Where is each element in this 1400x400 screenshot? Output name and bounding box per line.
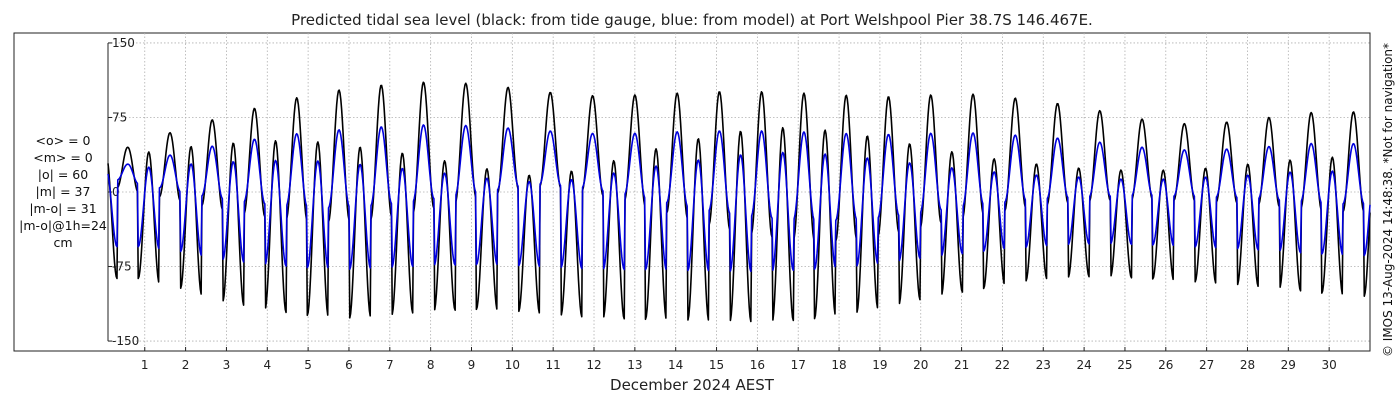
x-tick-label: 16: [750, 358, 765, 372]
x-tick-label: 23: [1036, 358, 1051, 372]
y-tick-label: 75: [112, 110, 127, 124]
x-tick-label: 4: [263, 358, 271, 372]
x-tick-label: 26: [1158, 358, 1173, 372]
x-tick-label: 11: [546, 358, 561, 372]
x-tick-label: 6: [345, 358, 353, 372]
x-tick-label: 2: [182, 358, 190, 372]
stat-abs-diff: |m-o| = 31: [29, 201, 96, 216]
x-tick-label: 7: [386, 358, 394, 372]
x-tick-label: 15: [709, 358, 724, 372]
x-tick-label: 24: [1076, 358, 1091, 372]
chart-title: Predicted tidal sea level (black: from t…: [291, 11, 1093, 29]
model-series-line: [107, 124, 1371, 273]
x-tick-label: 20: [913, 358, 928, 372]
x-tick-label: 14: [668, 358, 683, 372]
x-tick-label: 10: [505, 358, 520, 372]
copyright-notice: © IMOS 13-Aug-2024 14:48:38. *Not for na…: [1381, 43, 1395, 357]
x-tick-label: 22: [995, 358, 1010, 372]
axes: 1 2 3 4 5 6 7 8 9 10 11 12 13 14 15 16 17 18 19 20 21 22 23 24 2…: [107, 36, 1337, 372]
stats-box: <o> = 0 <m> = 0 |o| = 60 |m| = 37 |m-o| …: [19, 133, 107, 250]
x-tick-label: 9: [468, 358, 476, 372]
x-tick-label: 19: [872, 358, 887, 372]
x-tick-label: 12: [586, 358, 601, 372]
y-tick-label: 150: [112, 36, 135, 50]
x-tick-label: 27: [1199, 358, 1214, 372]
stat-abs-diff-1h: |m-o|@1h=24: [19, 218, 107, 233]
x-tick-label: 17: [791, 358, 806, 372]
x-tick-label: 28: [1240, 358, 1255, 372]
y-tick-label: -150: [112, 334, 139, 348]
stat-unit: cm: [53, 235, 72, 250]
x-tick-label: 1: [141, 358, 149, 372]
y-tick-label: 0: [112, 185, 120, 199]
grid-lines: [108, 33, 1370, 351]
x-axis-label: December 2024 AEST: [610, 376, 775, 394]
model-series-group: [107, 124, 1371, 273]
stat-abs-model: |m| = 37: [36, 184, 91, 199]
x-tick-label: 30: [1322, 358, 1337, 372]
stat-abs-observed: |o| = 60: [38, 167, 88, 182]
x-tick-label: 13: [627, 358, 642, 372]
x-tick-label: 8: [427, 358, 435, 372]
x-tick-label: 3: [223, 358, 231, 372]
stat-mean-model: <m> = 0: [33, 150, 93, 165]
stat-mean-observed: <o> = 0: [36, 133, 91, 148]
x-tick-label: 18: [831, 358, 846, 372]
x-tick-label: 21: [954, 358, 969, 372]
x-tick-label: 29: [1281, 358, 1296, 372]
x-tick-label: 25: [1117, 358, 1132, 372]
x-tick-label: 5: [304, 358, 312, 372]
